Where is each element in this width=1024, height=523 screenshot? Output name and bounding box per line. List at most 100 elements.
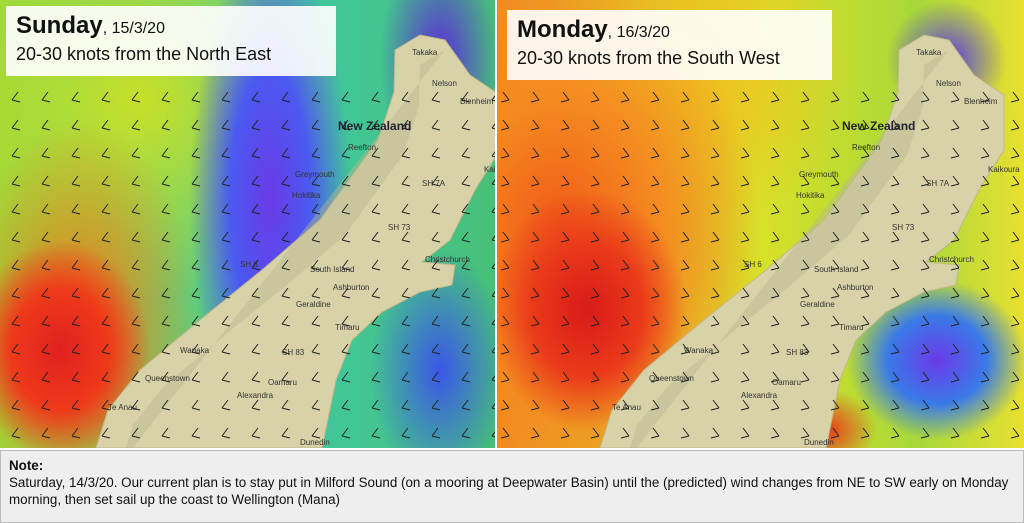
- wind-barb: [650, 231, 660, 243]
- note-heading: Note:: [9, 458, 44, 473]
- wind-barb: [560, 287, 570, 299]
- place-label: SH 73: [388, 223, 411, 232]
- wind-barb: [191, 91, 201, 103]
- wind-barb: [680, 315, 690, 327]
- wind-barb: [530, 119, 540, 131]
- wind-barb: [251, 259, 261, 271]
- wind-barb: [920, 287, 930, 299]
- wind-barb: [221, 175, 231, 187]
- wind-barb: [740, 175, 750, 187]
- mountains: [629, 50, 949, 448]
- wind-barb: [161, 371, 171, 383]
- wind-barb: [950, 343, 960, 355]
- wind-barb: [590, 203, 600, 215]
- wind-barb: [341, 231, 351, 243]
- wind-barb: [371, 371, 381, 383]
- wind-barb: [500, 343, 510, 355]
- wind-barb: [341, 259, 351, 271]
- wind-barb: [431, 427, 441, 439]
- wind-barb: [341, 203, 351, 215]
- wind-barb: [710, 399, 720, 411]
- wind-barb: [530, 91, 540, 103]
- wind-barb: [650, 399, 660, 411]
- wind-barb: [461, 343, 471, 355]
- wind-barb: [461, 231, 471, 243]
- wind-barb: [401, 147, 411, 159]
- wind-barb: [740, 119, 750, 131]
- wind-barb: [560, 203, 570, 215]
- wind-barb: [131, 259, 141, 271]
- wind-barb: [401, 259, 411, 271]
- wind-barb: [710, 231, 720, 243]
- wind-barb: [461, 371, 471, 383]
- place-label: SH 83: [786, 348, 809, 357]
- wind-barb: [680, 147, 690, 159]
- wind-barb: [431, 371, 441, 383]
- wind-barb: [860, 175, 870, 187]
- place-label: Nelson: [936, 79, 961, 88]
- wind-barb: [251, 231, 261, 243]
- wind-barb: [980, 147, 990, 159]
- wind-barb: [341, 91, 351, 103]
- wind-barb: [740, 427, 750, 439]
- wind-barb: [191, 343, 201, 355]
- wind-barb: [491, 431, 495, 438]
- wind-barb: [401, 371, 411, 383]
- wind-barb: [431, 91, 441, 103]
- wind-barb: [281, 427, 291, 439]
- wind-barb: [431, 203, 441, 215]
- wind-barb: [41, 175, 51, 187]
- wind-barb: [950, 427, 960, 439]
- wind-barb: [710, 427, 720, 439]
- wind-barb: [101, 259, 111, 271]
- wind-barb: [1010, 287, 1020, 299]
- wind-barb: [131, 371, 141, 383]
- wind-barb: [950, 399, 960, 411]
- wind-barb: [500, 91, 510, 103]
- wind-barb: [401, 175, 411, 187]
- wind-barb: [590, 399, 600, 411]
- note: Note: Saturday, 14/3/20. Our current pla…: [0, 450, 1024, 523]
- wind-barb: [191, 315, 201, 327]
- wind-barb: [491, 375, 495, 382]
- wind-barb: [1010, 427, 1020, 439]
- land: [95, 34, 495, 448]
- wind-barb: [920, 315, 930, 327]
- wind-barb: [431, 315, 441, 327]
- wind-barb: [461, 203, 471, 215]
- wind-barb: [41, 203, 51, 215]
- place-label: Hokitika: [796, 191, 825, 200]
- wind-barb: [950, 119, 960, 131]
- wind-barb: [281, 231, 291, 243]
- wind-barb: [251, 147, 261, 159]
- wind-barb: [71, 427, 81, 439]
- wind-barb: [41, 147, 51, 159]
- wind-barb: [491, 347, 495, 354]
- wind-barb: [41, 343, 51, 355]
- wind-barb: [221, 399, 231, 411]
- wind-barb: [221, 91, 231, 103]
- wind-barb: [740, 315, 750, 327]
- wind-barb: [650, 91, 660, 103]
- wind-barb: [461, 175, 471, 187]
- wind-barb: [251, 287, 261, 299]
- wind-barb: [341, 119, 351, 131]
- wind-barb: [650, 147, 660, 159]
- wind-barb: [620, 399, 630, 411]
- wind-barb: [221, 315, 231, 327]
- wind-barb: [920, 91, 930, 103]
- wind-barb: [11, 315, 21, 327]
- wind-barb: [311, 91, 321, 103]
- wind-barb: [191, 203, 201, 215]
- wind-barb: [530, 203, 540, 215]
- wind-barb: [800, 175, 810, 187]
- wind-barb: [530, 399, 540, 411]
- wind-barb: [11, 119, 21, 131]
- wind-barb: [740, 91, 750, 103]
- wind-barb: [101, 287, 111, 299]
- wind-barb: [191, 427, 201, 439]
- wind-barb: [950, 371, 960, 383]
- wind-barb: [890, 399, 900, 411]
- place-label: Christchurch: [929, 255, 974, 264]
